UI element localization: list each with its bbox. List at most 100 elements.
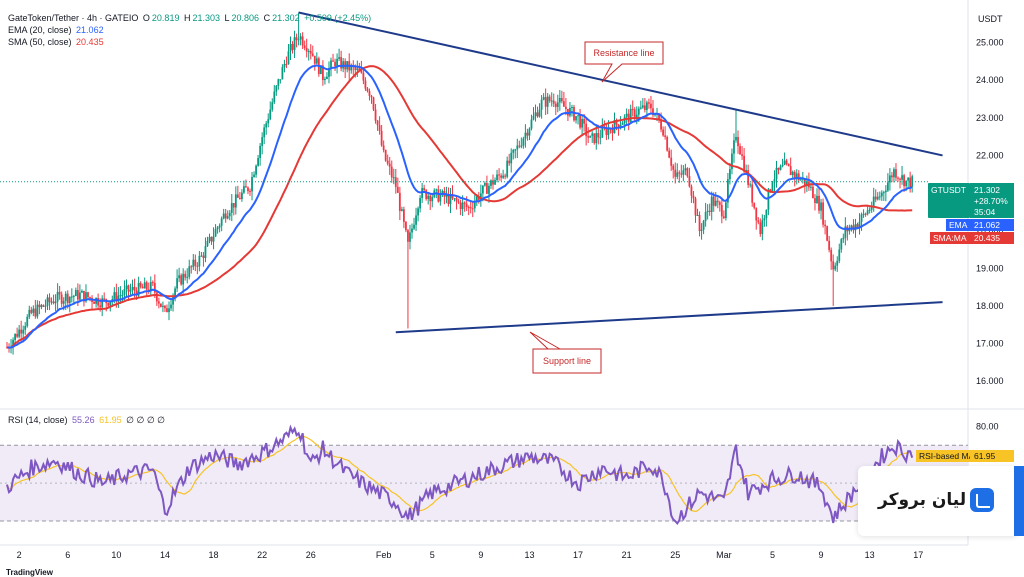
candle-body <box>70 296 73 298</box>
candle-body <box>364 80 367 89</box>
x-tick-label: 25 <box>670 550 680 560</box>
candle-body <box>226 216 229 219</box>
candle-body <box>293 37 296 50</box>
candle-body <box>218 225 221 228</box>
candle-body <box>522 138 525 146</box>
candle-body <box>469 207 472 209</box>
candle-body <box>532 115 535 120</box>
candle-body <box>407 230 409 242</box>
candle-body <box>182 273 185 285</box>
candle-body <box>81 290 83 293</box>
candle-body <box>810 186 812 188</box>
candle-body <box>577 115 579 117</box>
ema-legend[interactable]: EMA (20, close) 21.062 <box>8 25 106 35</box>
support-callout[interactable]: Support line <box>529 331 602 374</box>
rsi-ma-badge: RSI-based MA 61.95 <box>916 450 1014 462</box>
candle-body <box>236 194 239 198</box>
candle-body <box>322 65 324 81</box>
brand-accent-bar <box>1014 466 1024 536</box>
candle-body <box>471 208 474 210</box>
candle-body <box>447 194 450 205</box>
support-trendline[interactable] <box>395 301 943 334</box>
sma-legend[interactable]: SMA (50, close) 20.435 <box>8 37 106 47</box>
candle-body <box>206 240 209 247</box>
resistance-trendline[interactable] <box>298 11 943 157</box>
candle-body <box>868 209 871 211</box>
candle-body <box>785 160 788 164</box>
candle-body <box>795 173 798 178</box>
candle-body <box>850 225 853 229</box>
candle-body <box>145 282 148 290</box>
ema-badge-value: 21.062 <box>974 220 1000 230</box>
candle-body <box>641 105 644 108</box>
candle-body <box>137 282 140 296</box>
candle-body <box>587 136 590 138</box>
candle-body <box>783 160 786 166</box>
candle-body <box>682 170 685 175</box>
candle-body <box>536 112 539 117</box>
brand-card[interactable]: لیان بروکر <box>858 466 1018 536</box>
candle-body <box>498 174 500 176</box>
candle-body <box>724 202 727 218</box>
candle-body <box>394 177 397 187</box>
candle-body <box>698 214 701 231</box>
candle-body <box>222 213 225 219</box>
candle-body <box>500 175 502 178</box>
candle-body <box>42 305 45 307</box>
ema-legend-label: EMA (20, close) <box>8 25 72 35</box>
candle-body <box>712 196 715 206</box>
candle-body <box>79 292 81 300</box>
candle-body <box>384 150 387 161</box>
badge-price: 21.302 <box>974 185 1000 195</box>
rsi-ma-line <box>6 435 913 513</box>
candle-body <box>617 124 620 129</box>
rsi-legend[interactable]: RSI (14, close) 55.26 61.95 ∅ ∅ ∅ ∅ <box>8 415 167 426</box>
candle-body <box>299 36 302 40</box>
candle-body <box>591 133 594 136</box>
candle-body <box>874 196 877 200</box>
candle-body <box>319 65 322 75</box>
candle-body <box>797 173 800 181</box>
candle-body <box>741 154 743 156</box>
candle-body <box>461 202 464 210</box>
resistance-callout[interactable]: Resistance line <box>584 41 664 83</box>
candle-body <box>58 291 61 295</box>
candle-body <box>267 119 270 124</box>
candle-body <box>12 340 14 348</box>
candle-body <box>889 175 891 183</box>
candle-body <box>722 216 725 218</box>
candle-body <box>370 95 373 98</box>
candle-body <box>805 181 808 186</box>
candle-body <box>311 53 314 56</box>
price-tick-label: 25.000 <box>976 38 1004 48</box>
currency-label: USDT <box>978 14 1003 24</box>
x-tick-label: 22 <box>257 550 267 560</box>
candle-body <box>198 256 201 267</box>
candle-body <box>688 176 691 187</box>
candle-body <box>135 290 138 296</box>
candle-body <box>40 305 43 308</box>
rsi-ma-legend-value: 61.95 <box>99 415 122 425</box>
candle-body <box>125 285 128 289</box>
candle-body <box>773 179 776 183</box>
rsi-ma-badge-value: 61.95 <box>974 451 996 461</box>
candle-body <box>854 224 857 231</box>
candle-body <box>419 198 421 209</box>
candle-body <box>107 303 110 306</box>
candle-body <box>658 113 660 121</box>
candle-body <box>562 101 565 107</box>
symbol-legend[interactable]: GateToken/Tether · 4h · GATEIO O 20.819 H… <box>8 13 372 23</box>
candle-body <box>864 213 867 215</box>
candle-body <box>234 194 237 208</box>
candle-body <box>672 165 675 170</box>
candle-body <box>115 292 118 302</box>
candle-body <box>380 130 383 146</box>
candle-body <box>50 301 53 303</box>
candle-body <box>368 91 371 96</box>
candle-body <box>897 177 899 179</box>
candle-body <box>872 196 875 208</box>
candle-body <box>166 308 168 313</box>
candle-body <box>496 174 498 181</box>
candle-body <box>279 79 282 81</box>
